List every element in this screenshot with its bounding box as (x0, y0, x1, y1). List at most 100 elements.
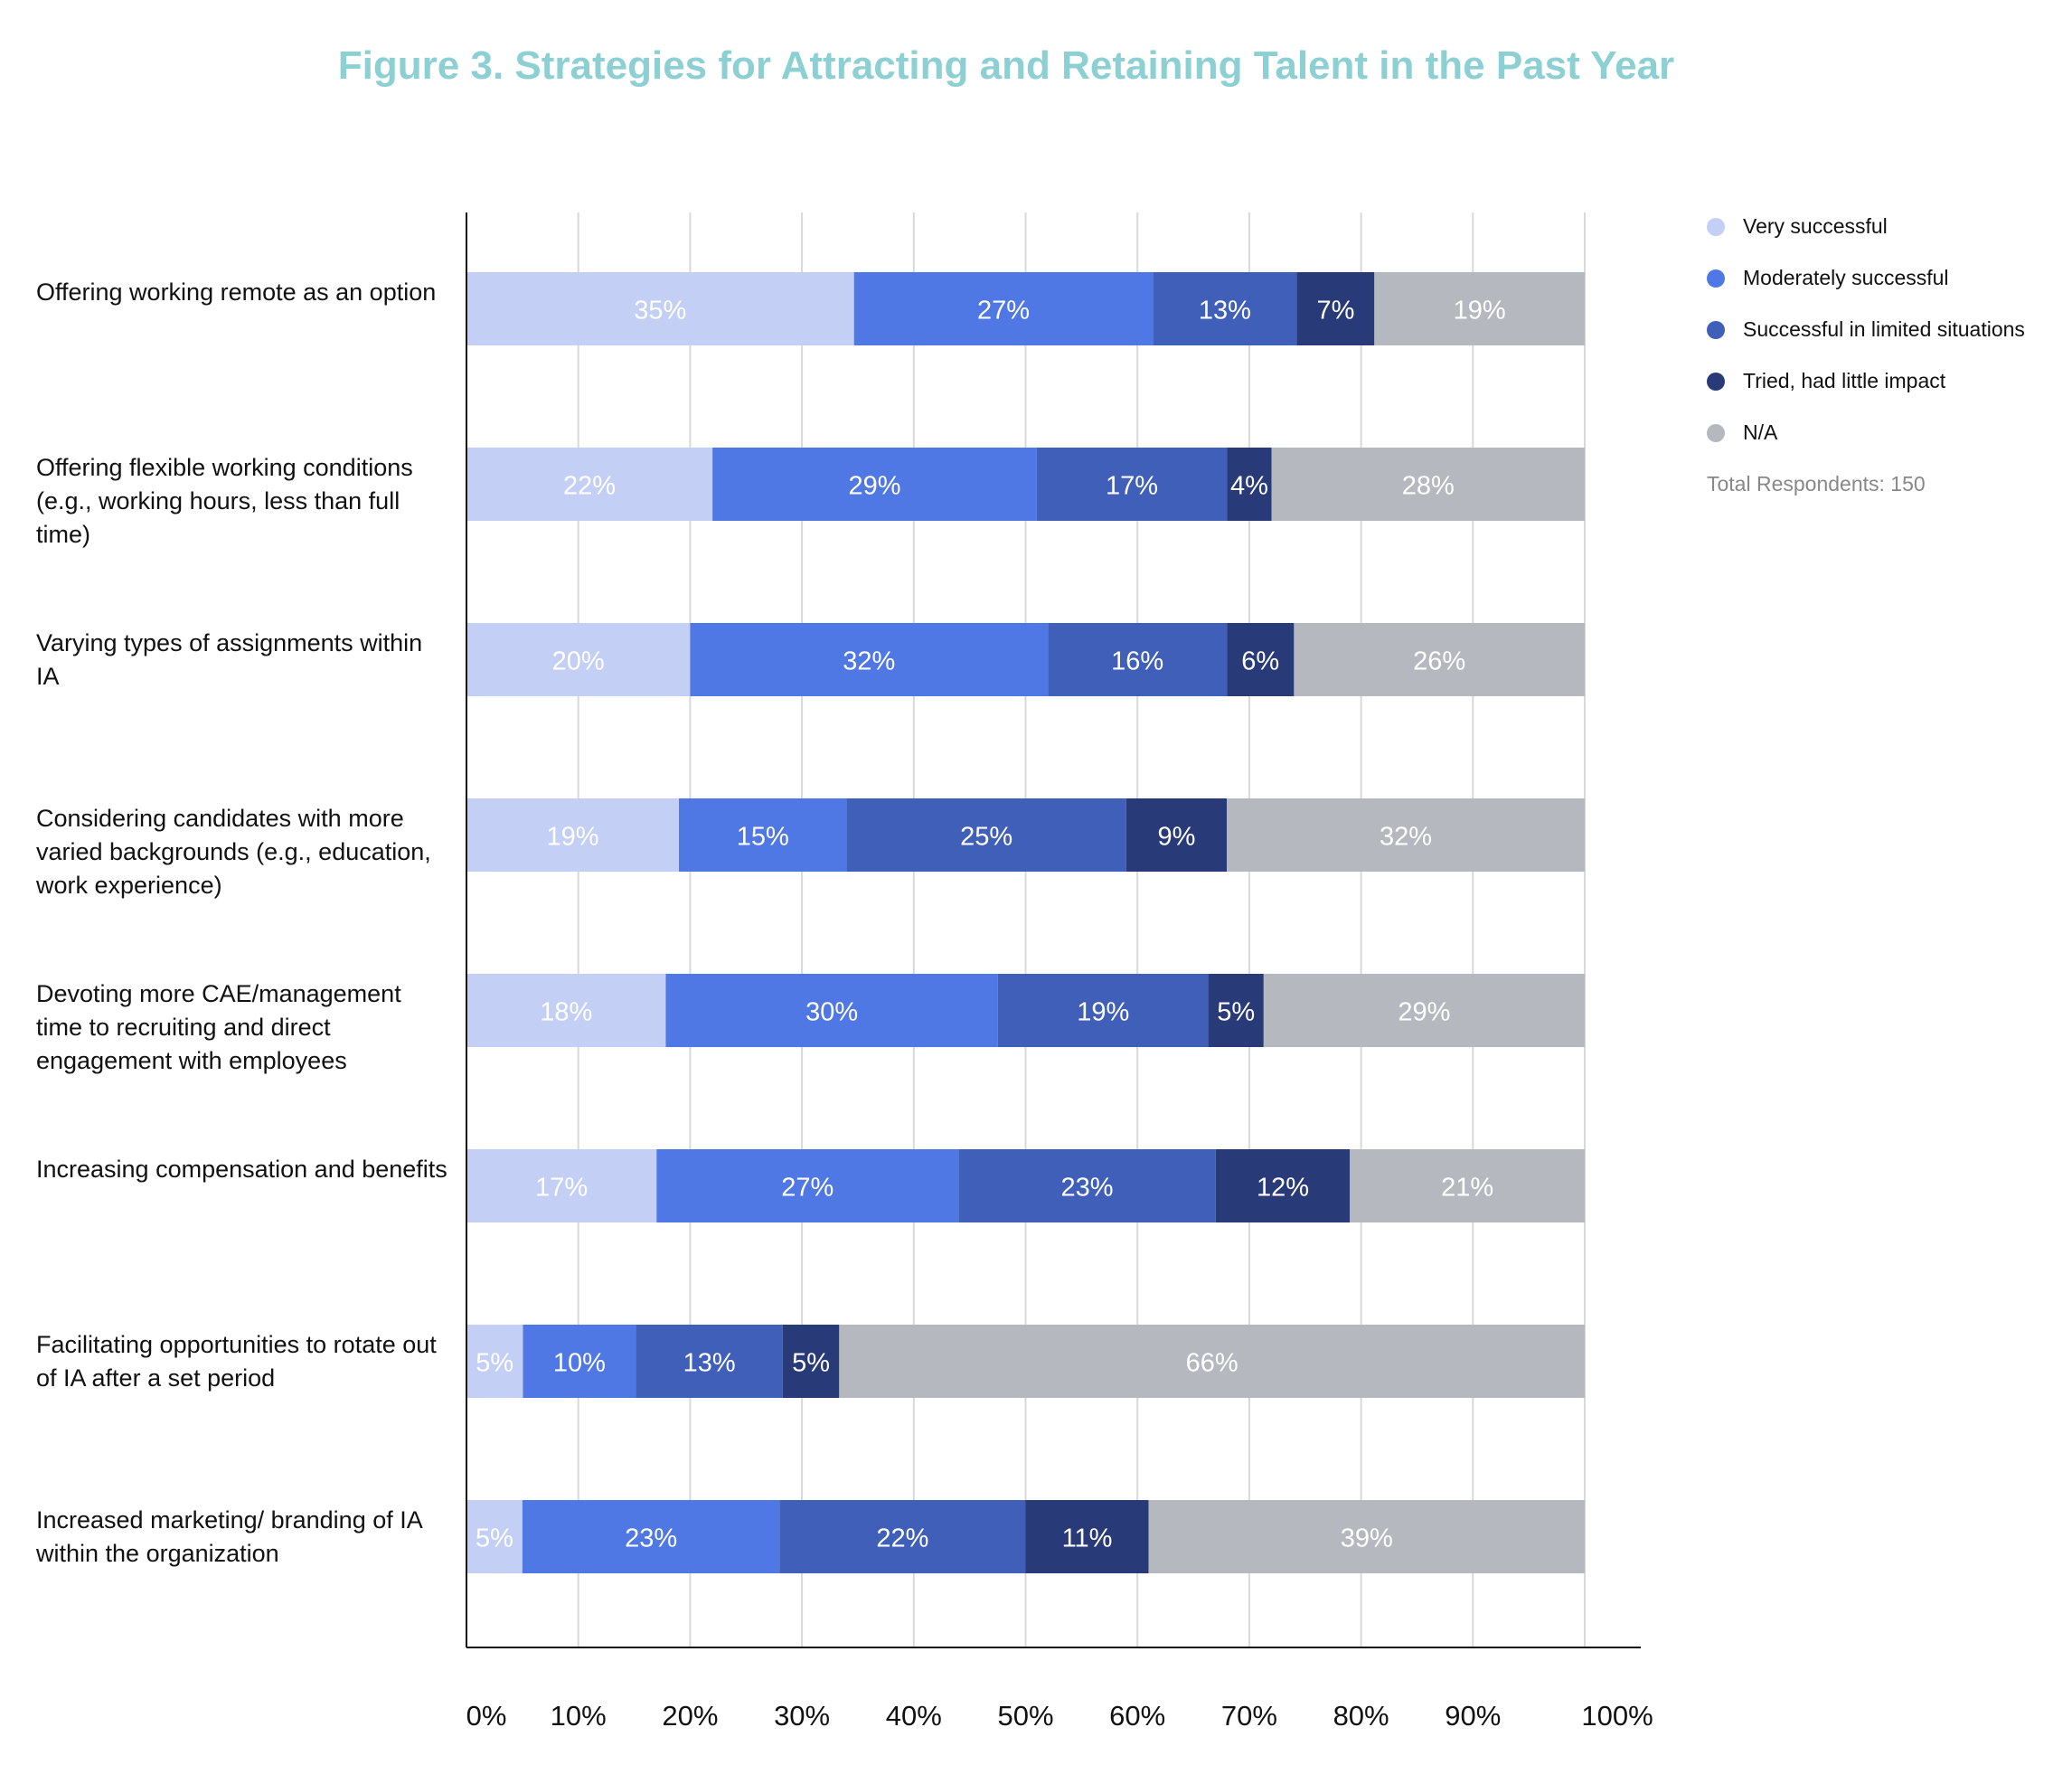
x-tick-label: 60% (1109, 1700, 1165, 1732)
bar-segment (1294, 623, 1585, 696)
data-label: 16% (1111, 647, 1163, 676)
data-label: 5% (792, 1349, 830, 1378)
bar-segment (1036, 448, 1228, 521)
bar-segment (679, 798, 847, 872)
data-label: 26% (1413, 647, 1465, 676)
data-label: 12% (1257, 1174, 1309, 1203)
bar-segment (466, 623, 691, 696)
bar-segment (466, 1500, 523, 1573)
category-label: Increasing compensation and benefits (36, 1156, 447, 1183)
x-tick-label: 90% (1445, 1700, 1501, 1732)
total-respondents: Total Respondents: 150 (1707, 472, 1926, 496)
bar-segment (712, 448, 1037, 521)
category-label: Facilitating opportunities to rotate out… (36, 1331, 437, 1392)
x-tick-label: 80% (1333, 1700, 1389, 1732)
bar-segment (782, 1325, 840, 1398)
data-label: 22% (563, 472, 616, 501)
x-tick-label: 10% (551, 1700, 607, 1732)
bar-segment (1208, 974, 1264, 1047)
legend-label: Moderately successful (1743, 266, 1949, 289)
bar-segment (846, 798, 1126, 872)
x-tick-label: 20% (662, 1700, 718, 1732)
data-label: 4% (1230, 472, 1268, 501)
bar-segment (1271, 448, 1585, 521)
legend-dot-icon (1707, 217, 1725, 236)
data-label: 17% (535, 1174, 588, 1203)
data-label: 32% (843, 647, 895, 676)
data-label: 5% (1217, 998, 1255, 1027)
bar-segment (1025, 1500, 1149, 1573)
bar-segment (1350, 1149, 1585, 1222)
legend-label: Tried, had little impact (1743, 369, 1946, 392)
bar-segment (466, 798, 680, 872)
legend-item: Very successful (1707, 214, 1888, 239)
bar-segment (656, 1149, 959, 1222)
bar-segment (1227, 448, 1272, 521)
data-label: 27% (781, 1174, 834, 1203)
data-label: 9% (1158, 823, 1196, 852)
data-label: 13% (683, 1349, 736, 1378)
x-tick-label: 100% (1581, 1700, 1653, 1732)
legend-item: Moderately successful (1707, 266, 1949, 290)
data-label: 25% (960, 823, 1012, 852)
legend-label: Successful in limited situations (1743, 317, 2025, 341)
data-label: 18% (540, 998, 592, 1027)
chart-title: Figure 3. Strategies for Attracting and … (337, 43, 1675, 88)
bar-segment (1263, 974, 1585, 1047)
data-label: 19% (1454, 297, 1506, 326)
bar-segment (1374, 272, 1585, 345)
data-label: 19% (546, 823, 598, 852)
bar-segment (1215, 1149, 1351, 1222)
data-label: 29% (848, 472, 900, 501)
data-label: 35% (634, 297, 686, 326)
x-tick-label: 70% (1221, 1700, 1277, 1732)
bar-segment (958, 1149, 1216, 1222)
data-label: 13% (1199, 297, 1251, 326)
data-label: 15% (737, 823, 789, 852)
category-label: Devoting more CAE/management time to rec… (36, 980, 401, 1074)
bar-segment (466, 1325, 523, 1398)
legend-item: N/A (1707, 420, 1777, 445)
x-tick-label: 50% (997, 1700, 1053, 1732)
data-label: 22% (876, 1524, 928, 1553)
data-label: 23% (1061, 1174, 1114, 1203)
bar-segment (1153, 272, 1297, 345)
bar-segment (1296, 272, 1375, 345)
data-label: 29% (1398, 998, 1450, 1027)
data-label: 27% (977, 297, 1030, 326)
x-tick-label: 30% (774, 1700, 830, 1732)
legend-dot-icon (1707, 372, 1725, 391)
data-label: 23% (625, 1524, 677, 1553)
bar-segment (1148, 1500, 1585, 1573)
data-label: 6% (1241, 647, 1279, 676)
data-label: 7% (1316, 297, 1354, 326)
legend-dot-icon (1707, 320, 1725, 339)
bar-segment (1227, 798, 1585, 872)
data-label: 5% (476, 1524, 513, 1553)
bar-segment (466, 1149, 657, 1222)
category-label: Varying types of assignments within IA (36, 629, 423, 690)
bar-segment (466, 974, 666, 1047)
legend-label: N/A (1743, 420, 1778, 444)
data-label: 10% (553, 1349, 606, 1378)
x-tick-label: 40% (886, 1700, 942, 1732)
category-label: Offering working remote as an option (36, 278, 437, 306)
data-label: 32% (1380, 823, 1432, 852)
data-label: 66% (1186, 1349, 1238, 1378)
category-label: Considering candidates with more varied … (36, 805, 431, 899)
data-label: 21% (1441, 1174, 1493, 1203)
bar-segment (466, 448, 713, 521)
bar-segment (1227, 623, 1295, 696)
legend-dot-icon (1707, 423, 1725, 442)
data-label: 20% (552, 647, 605, 676)
category-label: Increased marketing/ branding of IA with… (36, 1506, 422, 1567)
data-label: 30% (805, 998, 858, 1027)
bar-segment (466, 272, 854, 345)
bar-segment (1125, 798, 1228, 872)
bar-segment (522, 1500, 780, 1573)
data-label: 39% (1341, 1524, 1393, 1553)
legend-label: Very successful (1743, 214, 1888, 238)
bar-segment (839, 1325, 1585, 1398)
bar-segment (636, 1325, 783, 1398)
